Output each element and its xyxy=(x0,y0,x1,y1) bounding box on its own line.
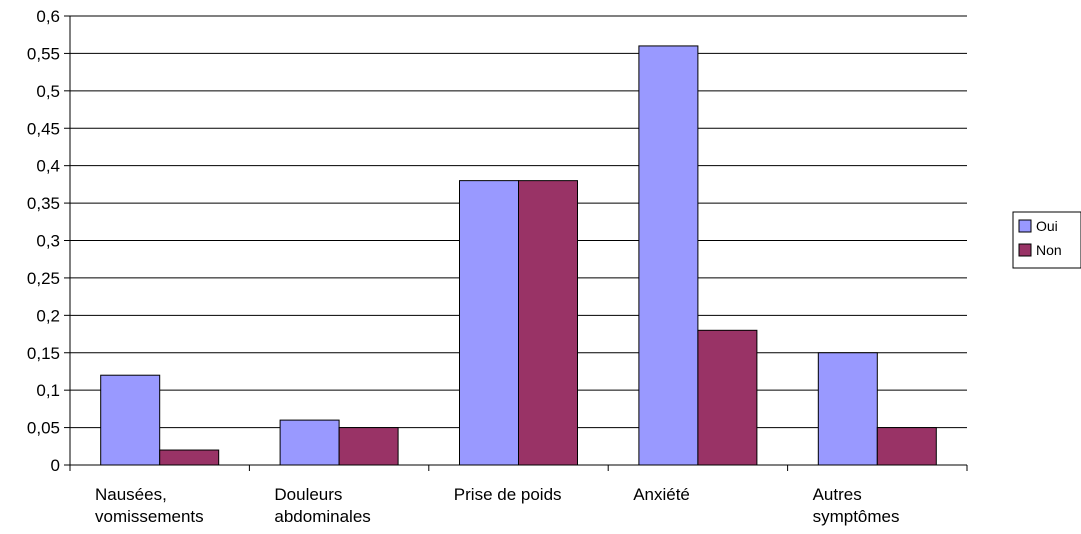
bar-non xyxy=(159,449,220,466)
y-tick-label: 0,35 xyxy=(27,194,60,213)
legend-label-oui: Oui xyxy=(1036,218,1058,234)
legend-swatch-non xyxy=(1018,243,1032,257)
bar-oui xyxy=(817,352,878,466)
x-category-label-line: symptômes xyxy=(813,507,900,526)
y-tick-label: 0,55 xyxy=(27,44,60,63)
bar-oui xyxy=(459,180,519,466)
x-category-label-line: Autres xyxy=(813,485,862,504)
x-category-label: Anxiété xyxy=(633,485,690,504)
y-tick-label: 0 xyxy=(51,456,60,475)
x-category-label-line: Douleurs xyxy=(274,485,342,504)
bar-oui xyxy=(638,45,699,466)
y-tick-label: 0,6 xyxy=(36,7,60,26)
x-category-label-line: Anxiété xyxy=(633,485,690,504)
x-category-label-line: Nausées, xyxy=(95,485,167,504)
y-tick-label: 0,25 xyxy=(27,269,60,288)
bar-oui xyxy=(100,374,161,466)
x-category-label-line: abdominales xyxy=(274,507,370,526)
y-tick-label: 0,5 xyxy=(36,82,60,101)
axes xyxy=(64,15,968,471)
legend-swatch-oui xyxy=(1018,219,1032,233)
bar-oui xyxy=(279,419,340,466)
x-category-label: Prise de poids xyxy=(454,485,562,504)
bar-non xyxy=(876,427,937,466)
y-tick-label: 0,05 xyxy=(27,419,60,438)
y-tick-label: 0,3 xyxy=(36,232,60,251)
bars xyxy=(100,45,937,466)
y-tick-label: 0,1 xyxy=(36,381,60,400)
x-category-label: Nausées, vomissements xyxy=(95,485,204,526)
x-category-label: Autres symptômes xyxy=(813,485,900,526)
tick-labels: 0 0,05 0,1 0,15 0,2 0,25 0,3 0,35 0,4 0,45 0,5 0,55… xyxy=(27,7,900,526)
bar-non xyxy=(518,180,578,466)
x-category-label: Douleurs abdominales xyxy=(274,485,370,526)
y-tick-label: 0,45 xyxy=(27,119,60,138)
y-tick-label: 0,15 xyxy=(27,344,60,363)
x-category-label-line: Prise de poids xyxy=(454,485,562,504)
y-tick-label: 0,2 xyxy=(36,306,60,325)
y-tick-label: 0,4 xyxy=(36,157,60,176)
legend: Oui Non xyxy=(1012,211,1081,269)
legend-label-non: Non xyxy=(1036,242,1062,258)
x-category-label-line: vomissements xyxy=(95,507,204,526)
bar-non xyxy=(338,427,399,466)
bar-non xyxy=(697,329,758,466)
